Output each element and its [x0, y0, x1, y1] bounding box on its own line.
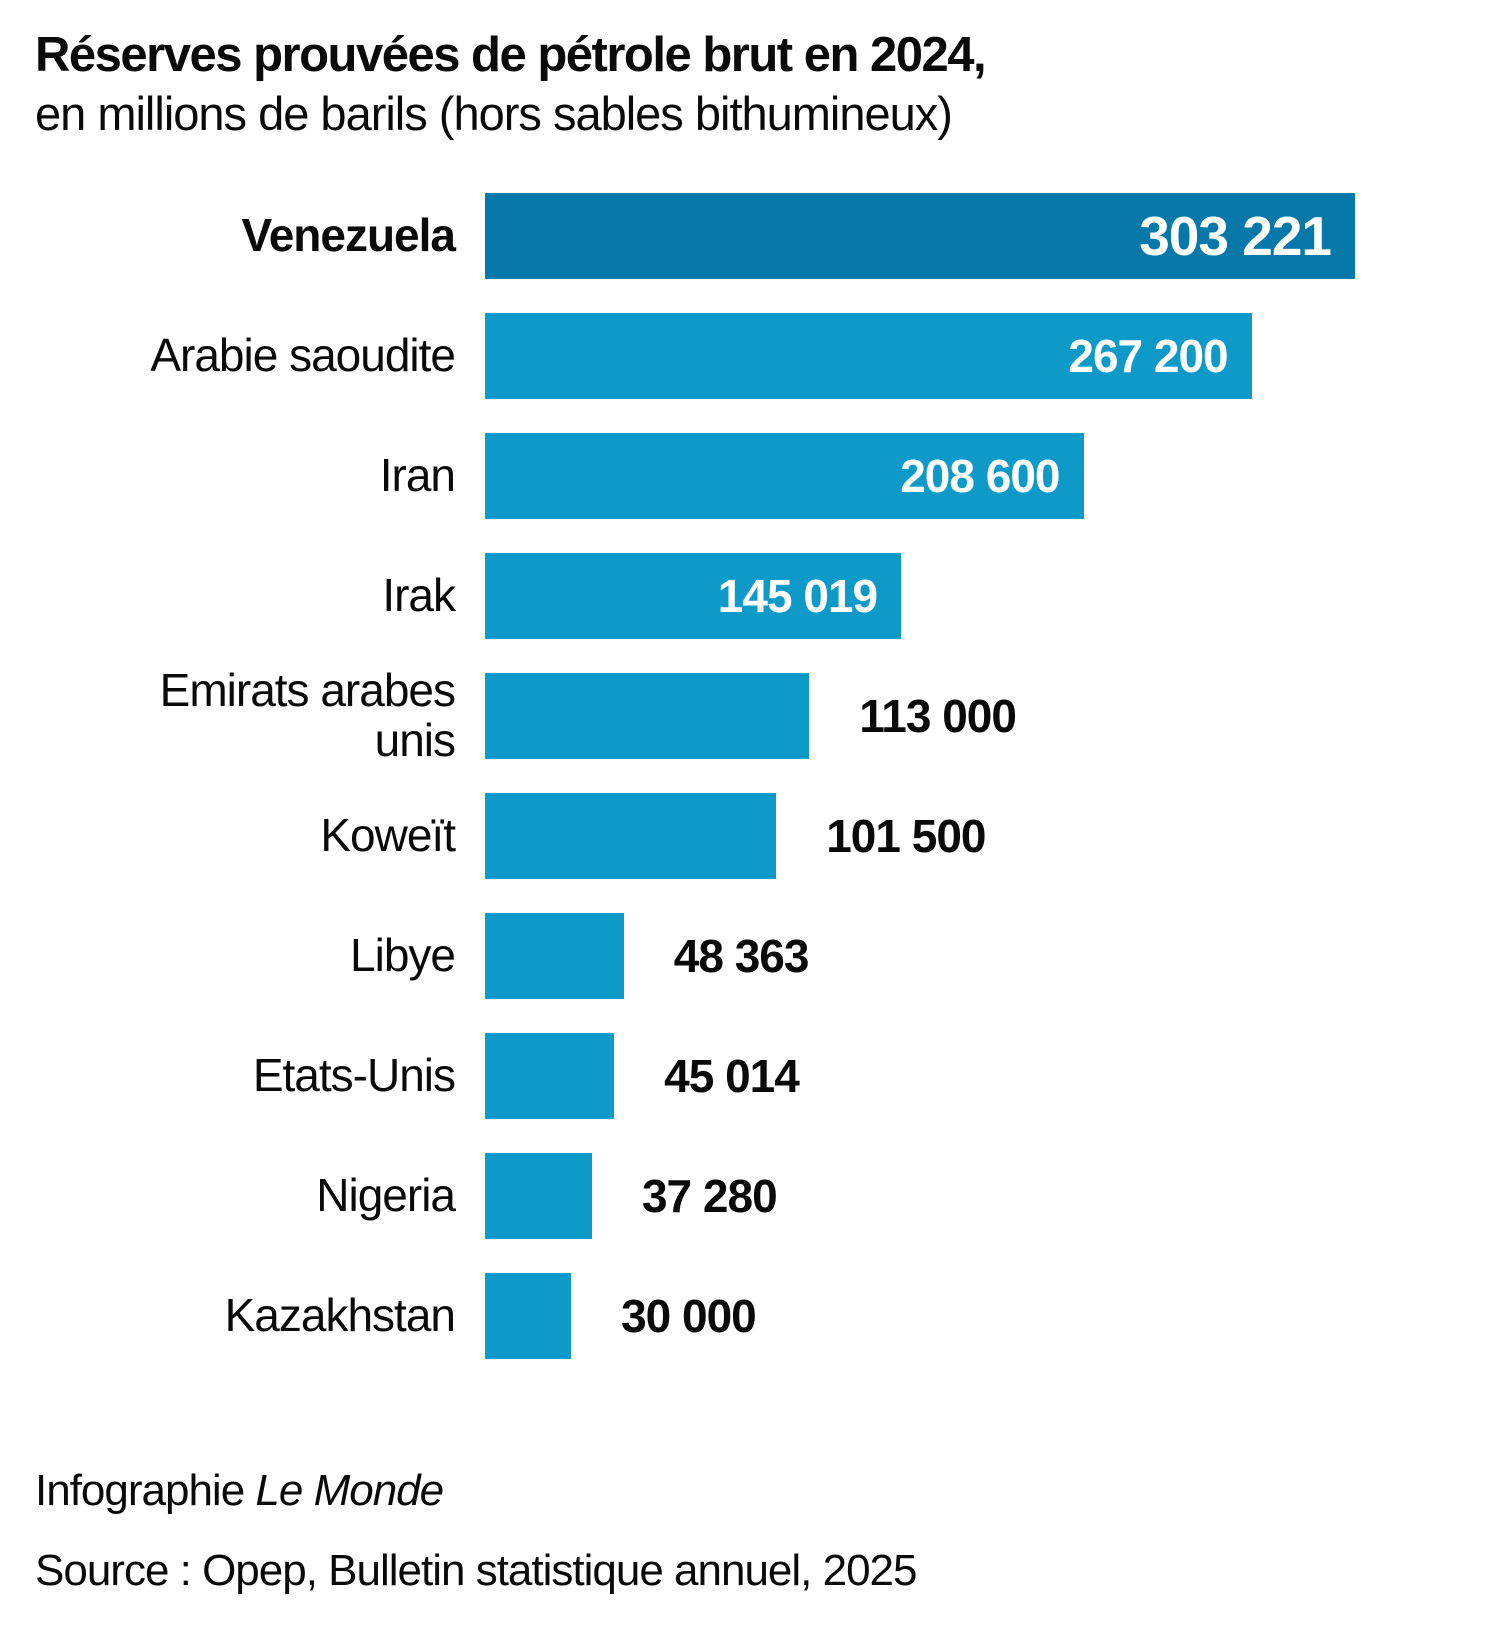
bar: 303 221: [485, 192, 1355, 279]
category-label: Nigeria: [316, 1169, 456, 1222]
chart-row: Iran 208 600: [35, 432, 1491, 519]
value-label: 101 500: [826, 809, 986, 862]
chart-row: Libye 48 363: [35, 912, 1491, 999]
bar-area: 145 019: [485, 552, 1491, 639]
source-line: Source : Opep, Bulletin statistique annu…: [35, 1545, 918, 1595]
value-label: 208 600: [900, 449, 1060, 502]
bar-area: 48 363: [485, 912, 1491, 999]
category-label: Koweït: [320, 809, 456, 862]
bar: 145 019: [485, 552, 902, 639]
bar-area: 113 000: [485, 672, 1491, 759]
value-label: 48 363: [673, 929, 810, 982]
bar-area: 101 500: [485, 792, 1491, 879]
chart-row: Nigeria 37 280: [35, 1152, 1491, 1239]
bar: [485, 672, 810, 759]
chart-row: Venezuela 303 221: [35, 192, 1491, 279]
chart-row: Etats-Unis 45 014: [35, 1032, 1491, 1119]
category-label: Irak: [382, 569, 456, 622]
category-label: Libye: [350, 929, 456, 982]
bar: [485, 912, 624, 999]
bar-area: 303 221: [485, 192, 1491, 279]
chart-title: Réserves prouvées de pétrole brut en 202…: [35, 28, 987, 82]
value-label: 45 014: [664, 1049, 800, 1102]
bar-area: 267 200: [485, 312, 1491, 399]
credit-brand: Le Monde: [255, 1465, 444, 1515]
bar: [485, 1272, 572, 1359]
category-label: Iran: [379, 449, 456, 502]
bar: [485, 792, 777, 879]
chart-header: Réserves prouvées de pétrole brut en 202…: [35, 28, 1491, 141]
chart-subtitle: en millions de barils (hors sables bithu…: [35, 86, 953, 140]
value-label: 113 000: [859, 689, 1017, 742]
value-label: 37 280: [641, 1169, 778, 1222]
chart-row: Irak 145 019: [35, 552, 1491, 639]
credit-line: Infographie Le Monde: [35, 1451, 1491, 1531]
category-label: Venezuela: [241, 209, 456, 262]
chart-row: Kazakhstan 30 000: [35, 1272, 1491, 1359]
chart-row: Koweït 101 500: [35, 792, 1491, 879]
chart-row: Emirats arabes unis 113 000: [35, 665, 1491, 765]
chart-row: Arabie saoudite 267 200: [35, 312, 1491, 399]
bar: [485, 1032, 615, 1119]
bar-area: 30 000: [485, 1272, 1491, 1359]
value-label: 30 000: [621, 1289, 757, 1342]
bar: 267 200: [485, 312, 1252, 399]
bar: 208 600: [485, 432, 1084, 519]
value-label: 145 019: [717, 569, 878, 622]
category-label: Kazakhstan: [224, 1289, 456, 1342]
credit-prefix: Infographie: [35, 1465, 256, 1515]
bar: [485, 1152, 592, 1239]
bar-chart: Venezuela 303 221 Arabie saoudite 267 20…: [35, 192, 1491, 1359]
bar-area: 208 600: [485, 432, 1491, 519]
category-label: Emirats arabes unis: [159, 664, 456, 766]
chart-footer: Infographie Le Monde Source : Opep, Bull…: [35, 1451, 1491, 1611]
value-label: 303 221: [1139, 204, 1332, 267]
value-label: 267 200: [1068, 329, 1228, 382]
category-label: Etats-Unis: [252, 1049, 456, 1102]
bar-area: 45 014: [485, 1032, 1491, 1119]
category-label: Arabie saoudite: [150, 329, 456, 382]
bar-area: 37 280: [485, 1152, 1491, 1239]
